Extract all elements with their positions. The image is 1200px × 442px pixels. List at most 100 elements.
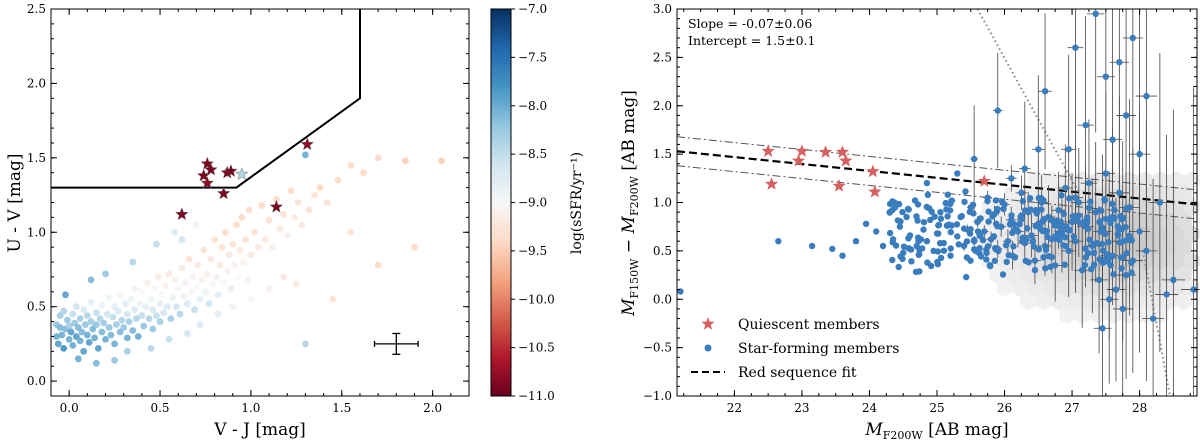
- sf-point: [136, 300, 144, 308]
- quiescent-star: [216, 186, 231, 200]
- sf-member-point: [991, 257, 999, 264]
- sf-point: [185, 255, 193, 263]
- sf-point: [73, 303, 80, 311]
- sf-member-point: [986, 261, 994, 269]
- sf-member-point: [985, 218, 992, 225]
- sf-member-point: [920, 226, 927, 233]
- sf-point: [158, 291, 166, 299]
- sf-member-point: [933, 230, 941, 237]
- colorbar: −7.0−7.5−8.0−8.5−9.0−9.5−10.0−10.5−11.0 …: [490, 2, 585, 403]
- y-tick-label: 2.5: [27, 2, 46, 16]
- sf-member-point: [943, 222, 951, 229]
- colorbar-tick-label: −10.5: [518, 341, 555, 355]
- sf-point: [178, 236, 186, 244]
- sf-point: [171, 276, 179, 284]
- sf-member-point: [1023, 225, 1031, 232]
- sf-member-point: [984, 194, 991, 201]
- y-tick-label: 2.0: [653, 99, 672, 113]
- sf-member-point: [894, 217, 902, 224]
- sf-point: [169, 294, 177, 302]
- sf-member-point: [1136, 150, 1143, 158]
- density-hexbin: [1113, 265, 1130, 284]
- sf-point: [200, 246, 208, 254]
- y-tick-label: 2.0: [27, 76, 46, 90]
- sf-point: [102, 336, 109, 343]
- sf-point: [254, 243, 262, 251]
- sf-point: [153, 312, 160, 319]
- sf-member-point: [1041, 88, 1049, 95]
- sf-point: [93, 321, 100, 328]
- density-hexbin: [1137, 279, 1153, 297]
- sf-point: [180, 292, 188, 300]
- colorbar-tick-label: −7.0: [518, 2, 547, 16]
- sf-point: [240, 258, 248, 266]
- x-tick-label: 26: [997, 401, 1012, 415]
- quiescent-member-star: [832, 179, 846, 192]
- sf-member-point: [1018, 212, 1025, 219]
- sf-member-point: [948, 222, 955, 229]
- sf-member-point: [775, 238, 782, 245]
- sf-point: [276, 225, 284, 233]
- sf-point: [191, 306, 199, 314]
- sf-member-point: [953, 221, 961, 228]
- sf-point: [229, 240, 237, 248]
- sf-point: [162, 282, 169, 290]
- x-tick-label: 28: [1132, 401, 1147, 415]
- sf-member-point: [1112, 286, 1120, 293]
- sf-point: [280, 211, 287, 218]
- sf-member-point: [1062, 184, 1069, 192]
- sf-member-point: [1122, 223, 1129, 231]
- density-hexbin: [1113, 292, 1130, 311]
- sf-member-point: [975, 249, 983, 256]
- sf-point: [298, 221, 306, 229]
- sf-member-point: [944, 213, 951, 220]
- sf-member-point: [1038, 199, 1045, 206]
- sf-member-point: [1019, 234, 1026, 241]
- left-y-ticks: 0.0 0.5 1.0 1.5 2.0 2.5: [27, 2, 469, 397]
- sf-point: [374, 154, 382, 162]
- sf-member-point: [889, 256, 896, 264]
- sf-point: [109, 313, 117, 321]
- sf-point: [236, 246, 244, 254]
- x-tick-label: 0.5: [150, 401, 169, 415]
- sf-point: [111, 340, 118, 348]
- quiescent-member-star: [764, 177, 779, 190]
- sf-member-point: [1004, 238, 1012, 245]
- sf-member-point: [1062, 234, 1069, 241]
- sf-point: [125, 318, 133, 325]
- density-hexbin: [1160, 238, 1177, 257]
- quiescent-member-star: [835, 145, 850, 158]
- quiescent-star: [300, 137, 314, 151]
- colorbar-ticks: −7.0 −7.5 −8.0 −8.5 −9.0 −9.5 −10.0 −10.5 −11.0: [511, 2, 555, 403]
- sf-point: [287, 187, 295, 195]
- sf-member-point: [808, 242, 816, 250]
- sf-member-point: [967, 204, 974, 211]
- sf-point: [149, 325, 157, 333]
- fit-scatter-lower-line: [676, 165, 1198, 220]
- sf-member-point: [955, 241, 962, 248]
- colorbar-tick-label: −11.0: [518, 389, 555, 403]
- sf-member-point: [1058, 228, 1066, 235]
- sf-member-point: [947, 228, 954, 236]
- sf-member-point: [1079, 267, 1086, 274]
- sf-member-point: [1119, 305, 1126, 313]
- sf-member-point: [1031, 266, 1039, 274]
- sf-member-point: [879, 242, 887, 250]
- sf-member-point: [1092, 10, 1099, 17]
- sf-member-point: [937, 215, 945, 222]
- y-tick-label: 1.0: [653, 196, 672, 210]
- sf-point: [196, 321, 204, 328]
- sf-member-point: [1001, 201, 1008, 208]
- sf-member-point: [940, 239, 947, 247]
- sf-point: [131, 306, 139, 314]
- sf-point: [93, 309, 100, 316]
- sf-member-point: [1098, 207, 1105, 214]
- sf-member-point: [1143, 92, 1150, 100]
- sf-member-point: [1072, 238, 1079, 245]
- sf-point: [171, 228, 179, 236]
- sf-member-point: [931, 213, 938, 220]
- sf-member-point: [1010, 243, 1017, 250]
- sf-member-point: [1190, 286, 1197, 293]
- sf-member-point: [1102, 73, 1110, 80]
- sf-point: [223, 267, 231, 275]
